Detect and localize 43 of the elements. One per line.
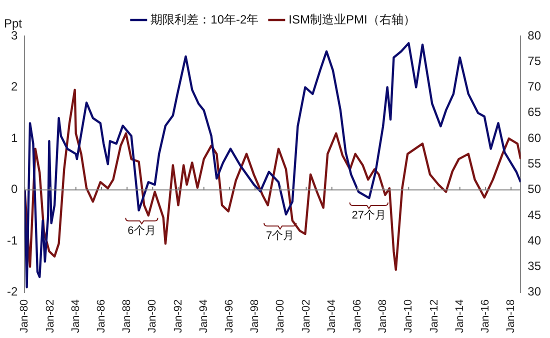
- y-tick-label: 0: [10, 182, 18, 196]
- y-tick-label: 1: [10, 130, 18, 145]
- x-tick-label: Jan-10: [402, 299, 415, 334]
- y-tick-label: 2: [10, 80, 18, 94]
- x-tick-label: Jan-02: [300, 299, 312, 334]
- y2-tick-label: 80: [528, 28, 542, 42]
- y-tick-label: -2: [7, 284, 18, 299]
- y2-tick-label: 75: [528, 54, 542, 68]
- x-tick-label: Jan-96: [223, 299, 236, 334]
- x-tick-label: Jan-04: [326, 299, 338, 334]
- x-tick-label: Jan-82: [44, 299, 56, 334]
- y2-tick-label: 30: [528, 284, 542, 299]
- y2-tick-label: 60: [528, 130, 542, 145]
- y2-tick-label: 40: [528, 233, 542, 248]
- annotation: 27个月: [352, 209, 386, 222]
- x-tick-label: Jan-84: [70, 299, 82, 334]
- y2-tick-label: 70: [528, 80, 542, 94]
- x-tick-label: Jan-98: [249, 299, 262, 334]
- x-tick-label: Jan-06: [351, 299, 364, 334]
- y2-tick-label: 35: [528, 259, 542, 274]
- legend-label: 期限利差：10年-2年: [150, 12, 259, 26]
- x-tick-label: Jan-08: [377, 299, 390, 334]
- x-tick-label: Jan-12: [428, 299, 440, 334]
- annotation: 6个月: [128, 224, 156, 237]
- x-tick-label: Jan-18: [505, 299, 518, 334]
- x-tick-label: Jan-16: [479, 299, 492, 334]
- x-tick-label: Jan-92: [172, 299, 184, 334]
- annotation: 7个月: [266, 230, 294, 242]
- y2-tick-label: 55: [528, 156, 542, 170]
- y-tick-label: 3: [10, 28, 18, 42]
- x-tick-label: Jan-14: [454, 299, 466, 334]
- y2-tick-label: 50: [528, 182, 542, 196]
- x-tick-label: Jan-94: [198, 299, 210, 334]
- y-axis-title: Ppt: [4, 16, 23, 30]
- y2-tick-label: 45: [528, 208, 542, 222]
- x-tick-label: Jan-86: [96, 299, 108, 334]
- x-tick-label: Jan-88: [121, 299, 134, 334]
- x-tick-label: Jan-90: [146, 299, 159, 334]
- legend-label: ISM制造业PMI（右轴）: [288, 12, 416, 26]
- y2-tick-label: 65: [528, 105, 542, 120]
- x-tick-label: Jan-00: [274, 299, 287, 334]
- x-tick-label: Jan-80: [18, 299, 31, 334]
- y-tick-label: -1: [7, 233, 18, 248]
